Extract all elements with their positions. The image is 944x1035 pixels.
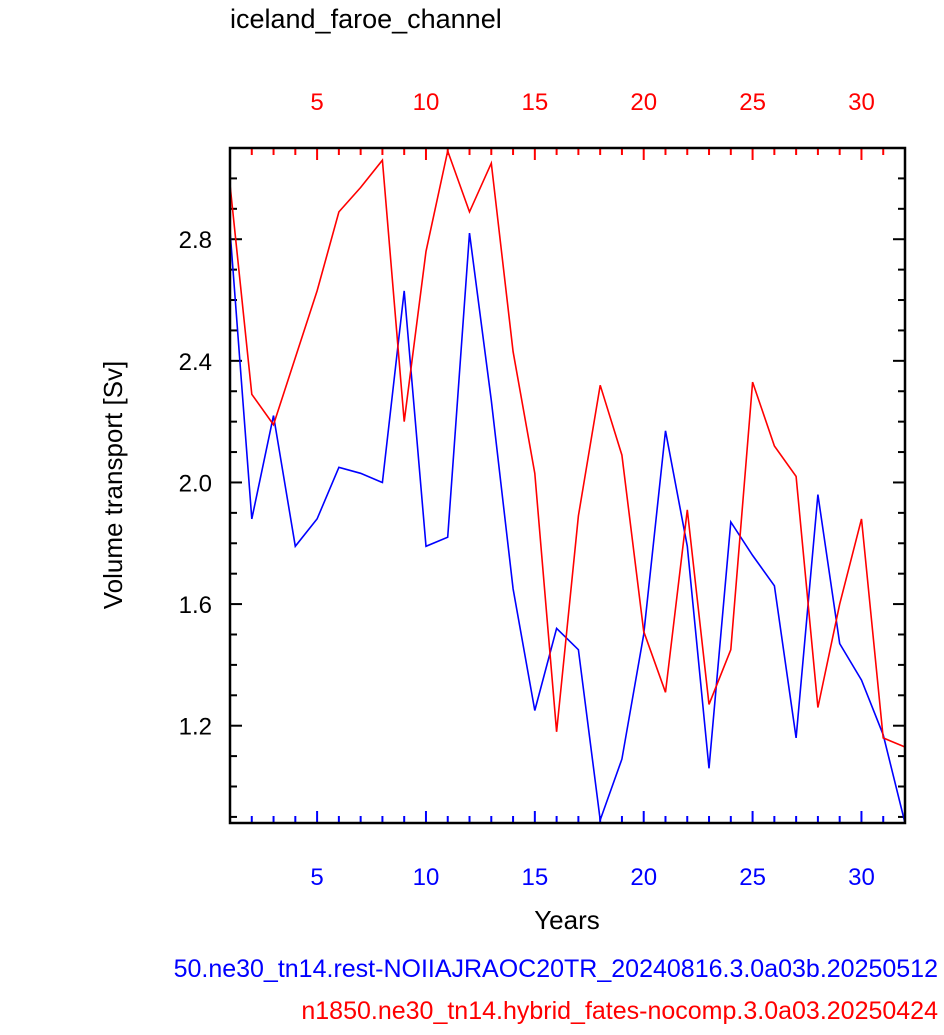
x-tick-label-bottom: 5 [310,864,323,891]
y-axis-label: Volume transport [Sv] [98,361,128,610]
x-tick-label-top: 30 [848,89,875,116]
x-tick-label-bottom: 10 [413,864,440,891]
x-tick-label-bottom: 30 [848,864,875,891]
x-tick-label-top: 20 [630,89,657,116]
legend-entry-red: n1850.ne30_tn14.hybrid_fates-nocomp.3.0a… [301,997,938,1025]
x-tick-label-top: 5 [310,89,323,116]
plot-frame [228,146,907,825]
x-tick-label-top: 10 [413,89,440,116]
x-tick-label-bottom: 25 [739,864,766,891]
y-tick-label: 2.4 [179,349,212,376]
x-tick-label-top: 15 [521,89,548,116]
x-tick-label-bottom: 15 [521,864,548,891]
chart-title: iceland_faroe_channel [230,4,502,34]
y-tick-label: 1.6 [179,592,212,619]
x-tick-label-bottom: 20 [630,864,657,891]
series-line-blue [229,230,906,824]
x-axis-label: Years [534,905,600,935]
y-tick-label: 1.2 [179,714,212,741]
legend-entry-blue: 50.ne30_tn14.rest-NOIIAJRAOC20TR_2024081… [173,955,938,983]
labels-layer: 5 5 10 10 15 15 20 20 25 25 30 30 1.2 1.6 2.0 2.4 2.8 [179,89,875,891]
y-tick-label: 2.0 [179,470,212,497]
x-tick-label-top: 25 [739,89,766,116]
series-line-red [229,148,906,748]
y-tick-label: 2.8 [179,227,212,254]
series-layer [229,148,906,824]
